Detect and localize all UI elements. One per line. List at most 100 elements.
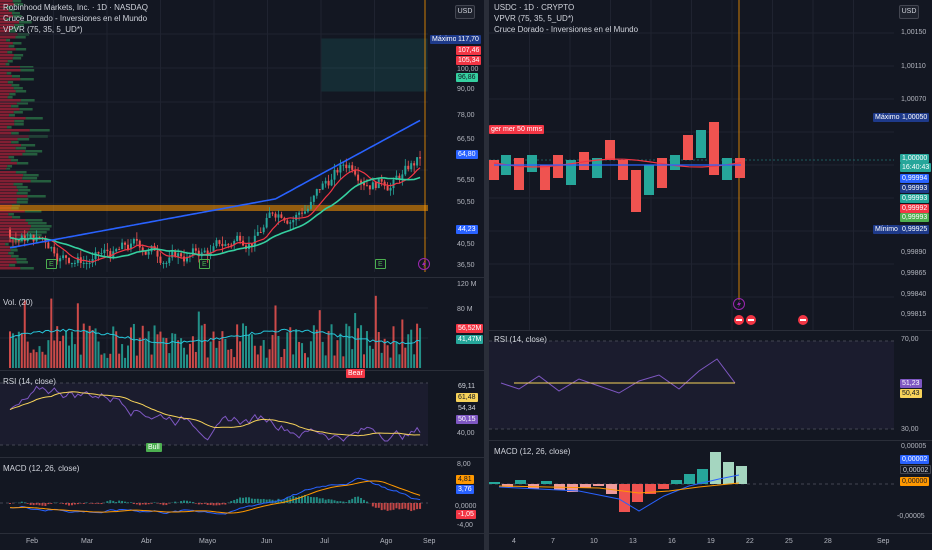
macd-histogram-bar (82, 503, 85, 504)
macd-histogram-bar (658, 484, 669, 489)
price-badge-max: 1,00050 (900, 113, 930, 122)
rsi-title-right[interactable]: RSI (14, close) (494, 335, 547, 344)
candle-body (404, 165, 407, 175)
rsi-pane-right[interactable] (489, 331, 894, 436)
volume-profile-bar (12, 57, 22, 60)
volume-profile-bar (8, 45, 15, 48)
macd-histogram-bar (283, 499, 286, 503)
month-label: Ago (380, 538, 393, 545)
indicator-golden-cross-right[interactable]: Cruce Dorado - Inversiones en el Mundo (494, 25, 639, 34)
macd-histogram-bar (502, 484, 513, 487)
macd-pane-left[interactable] (0, 458, 428, 533)
volume-profile-bar (20, 267, 34, 270)
right-chart-panel[interactable]: USDC · 1D · CRYPTO VPVR (75, 35, 5_UD*) … (489, 0, 932, 550)
macd-pane-right[interactable] (489, 441, 894, 531)
indicator-vpvr-right[interactable]: VPVR (75, 35, 5_UD*) (494, 14, 574, 23)
volume-bar (283, 348, 286, 368)
price-chart-right[interactable] (489, 0, 894, 330)
candle-body (351, 165, 354, 170)
rsi-title-left[interactable]: RSI (14, close) (3, 377, 56, 386)
volume-profile-bar (0, 138, 18, 141)
volume-profile-bar (11, 105, 19, 108)
macd-histogram-bar (286, 497, 289, 503)
indicator-golden-cross-left[interactable]: Cruce Dorado - Inversiones en el Mundo (3, 14, 148, 23)
earnings-icon[interactable]: E (46, 259, 57, 269)
macd-histogram-bar (419, 503, 422, 509)
volume-profile-bar (0, 195, 28, 198)
macd-title-left[interactable]: MACD (12, 26, close) (3, 464, 80, 473)
candle-body (68, 257, 70, 263)
macd-histogram-bar (76, 503, 79, 505)
macd-histogram-bar (239, 497, 242, 503)
volume-bar (304, 353, 306, 368)
volume-bar (109, 353, 112, 368)
macd-histogram-bar (489, 482, 500, 484)
volume-bar (35, 352, 38, 368)
candle-body (298, 212, 301, 215)
candle-body (301, 212, 304, 214)
flag-icon[interactable] (734, 315, 744, 325)
ma-mid-line (9, 176, 421, 259)
indicator-vpvr-left[interactable]: VPVR (75, 35, 5_UD*) (3, 25, 83, 34)
candle-body (212, 246, 215, 252)
macd-histogram-bar (321, 498, 324, 503)
volume-bar (271, 335, 274, 368)
candle-body (97, 252, 100, 254)
volume-profile-bar (20, 69, 35, 72)
volume-profile-bar (6, 126, 12, 129)
currency-button-right[interactable]: USD (899, 5, 919, 19)
volume-profile-bar (12, 0, 22, 3)
candle-body (489, 160, 499, 180)
macd-histogram-bar (97, 503, 100, 504)
volume-profile-bar (21, 144, 36, 147)
volume-profile-bar (8, 114, 15, 117)
macd-histogram-bar (333, 500, 336, 503)
dividend-lightning-icon[interactable] (418, 258, 430, 270)
earnings-icon[interactable]: E (199, 259, 210, 269)
rsi-pane-left[interactable] (0, 371, 428, 456)
currency-button-left[interactable]: USD (455, 5, 475, 19)
flag-icon[interactable] (798, 315, 808, 325)
price-chart-left[interactable] (0, 0, 428, 272)
volume-profile-bar (0, 6, 7, 9)
macd-histogram-bar (183, 500, 186, 503)
volume-profile-bar (0, 165, 8, 168)
symbol-title-right[interactable]: USDC · 1D · CRYPTO (494, 3, 575, 12)
earnings-icon[interactable]: E (375, 259, 386, 269)
volume-bar (68, 345, 70, 368)
candle-body (118, 249, 121, 251)
panel-divider[interactable] (484, 0, 489, 550)
macd-histogram-bar (515, 480, 526, 484)
rsi-badge: 69,11 (456, 382, 477, 391)
volume-profile-bar (13, 3, 24, 6)
candle-body (50, 247, 53, 249)
volume-profile-bar (0, 258, 16, 261)
candle-body (132, 239, 135, 244)
price-tick: 0,99815 (901, 311, 927, 318)
dividend-lightning-icon[interactable] (733, 298, 745, 310)
volume-profile-bar (0, 183, 14, 186)
volume-bar (398, 354, 401, 368)
candle-body (47, 242, 50, 249)
macd-title-right[interactable]: MACD (12, 26, close) (494, 447, 571, 456)
volume-bar (218, 340, 221, 368)
symbol-title-left[interactable]: Robinhood Markets, Inc. · 1D · NASDAQ (3, 3, 148, 12)
volume-profile-bar (0, 252, 9, 255)
chart-annotation[interactable]: ger mer 50 mms (489, 125, 544, 134)
price-tick: 50,50 (457, 199, 475, 206)
volume-profile-bar (10, 249, 18, 252)
volume-title[interactable]: Vol. (20) (3, 298, 33, 307)
flag-icon[interactable] (746, 315, 756, 325)
macd-tick: 8,00 (457, 461, 471, 468)
day-label: 10 (590, 538, 598, 545)
volume-bar (70, 331, 73, 368)
macd-histogram-bar (723, 462, 734, 484)
candle-body (631, 170, 641, 212)
macd-histogram-bar (398, 503, 401, 510)
left-chart-panel[interactable]: Robinhood Markets, Inc. · 1D · NASDAQ Cr… (0, 0, 484, 550)
volume-profile-bar (0, 198, 17, 201)
macd-histogram-bar (671, 480, 682, 484)
macd-histogram-bar (188, 501, 191, 503)
volume-pane-left[interactable] (0, 278, 428, 368)
macd-badge: 3,76 (456, 485, 474, 494)
